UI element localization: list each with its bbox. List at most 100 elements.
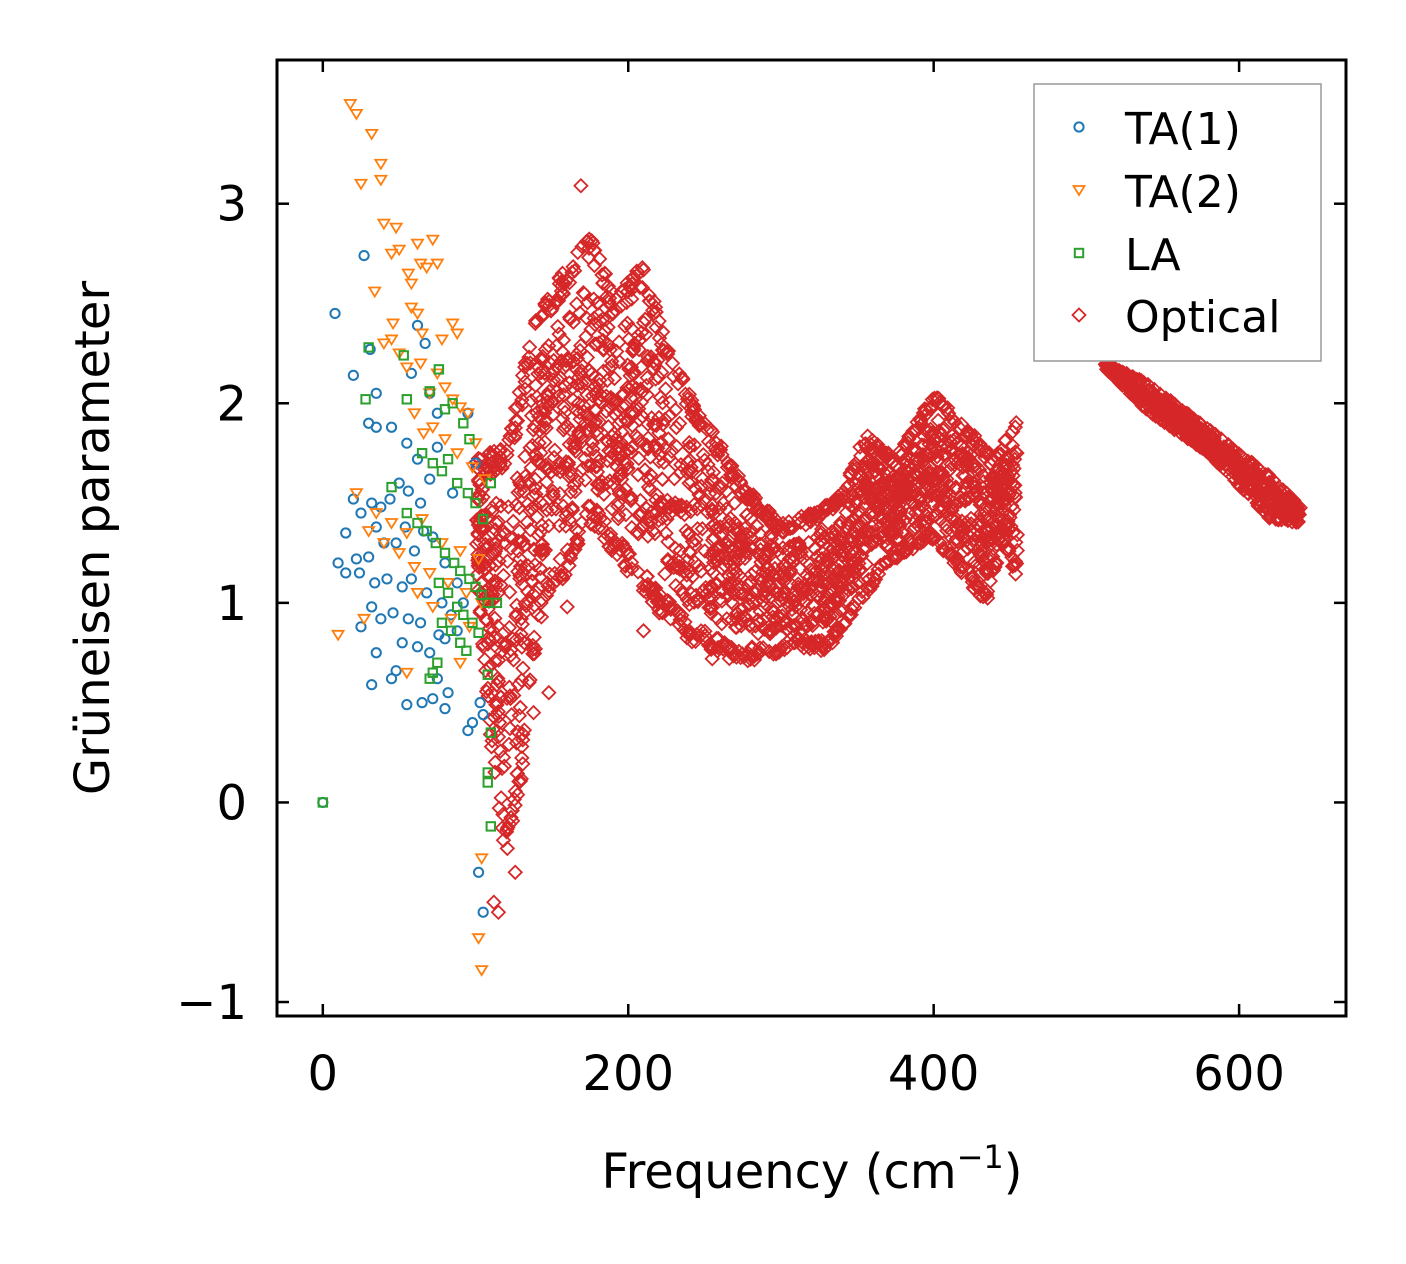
optical-point bbox=[520, 472, 536, 489]
optical-point bbox=[623, 291, 640, 307]
optical-point bbox=[784, 601, 800, 618]
optical-point bbox=[619, 357, 636, 373]
ta2-point bbox=[425, 234, 440, 247]
optical-point bbox=[824, 634, 841, 651]
ta2-point bbox=[445, 318, 460, 331]
optical-point bbox=[693, 478, 710, 495]
optical-point bbox=[518, 598, 535, 614]
ta2-point bbox=[410, 238, 425, 251]
optical-point bbox=[814, 533, 831, 549]
optical-point bbox=[548, 501, 564, 517]
optical-point bbox=[869, 481, 885, 497]
optical-point bbox=[760, 623, 776, 640]
optical-point bbox=[569, 362, 585, 378]
optical-point bbox=[657, 566, 673, 582]
optical-point bbox=[781, 550, 798, 567]
optical-point bbox=[971, 462, 988, 478]
optical-point bbox=[604, 305, 621, 322]
optical-point bbox=[897, 435, 913, 452]
optical-point bbox=[968, 522, 985, 539]
optical-point bbox=[712, 519, 728, 535]
optical-point bbox=[680, 454, 696, 470]
optical-point bbox=[491, 443, 508, 460]
optical-point bbox=[667, 540, 684, 557]
optical-point bbox=[521, 502, 538, 519]
optical-point bbox=[1000, 539, 1017, 556]
optical-point bbox=[579, 294, 596, 311]
optical-point bbox=[805, 597, 822, 613]
optical-point bbox=[559, 417, 575, 434]
optical-point bbox=[690, 557, 707, 574]
optical-point bbox=[582, 413, 599, 429]
optical-point bbox=[585, 508, 602, 525]
tick-labels: 0 200 400 600 −1 0 1 2 3 bbox=[176, 177, 1285, 1102]
optical-point bbox=[744, 523, 760, 540]
optical-point bbox=[1121, 371, 1137, 388]
optical-point bbox=[668, 419, 685, 436]
optical-point bbox=[556, 360, 572, 376]
optical-point bbox=[511, 707, 528, 724]
la-point bbox=[458, 418, 469, 429]
ta2-point bbox=[404, 302, 419, 315]
optical-point bbox=[838, 504, 855, 521]
optical-point bbox=[1261, 510, 1278, 526]
optical-point bbox=[558, 352, 574, 369]
la-point bbox=[401, 507, 413, 519]
optical-point bbox=[557, 378, 573, 394]
optical-point bbox=[517, 448, 533, 465]
la-point bbox=[462, 487, 474, 499]
optical-point bbox=[913, 413, 929, 429]
optical-point bbox=[1241, 465, 1257, 481]
optical-point bbox=[767, 644, 783, 661]
optical-point bbox=[944, 523, 960, 539]
ta2-point bbox=[401, 268, 416, 281]
ta1-point bbox=[414, 497, 427, 509]
optical-point bbox=[503, 420, 520, 437]
optical-point bbox=[967, 475, 983, 492]
optical-point bbox=[472, 604, 488, 621]
optical-point bbox=[713, 615, 730, 632]
optical-point bbox=[527, 641, 544, 657]
optical-point bbox=[935, 472, 952, 488]
optical-point bbox=[506, 429, 523, 446]
optical-point bbox=[545, 363, 562, 380]
optical-point bbox=[712, 480, 728, 497]
optical-point bbox=[671, 617, 688, 633]
optical-point bbox=[497, 635, 514, 652]
axes-frame bbox=[275, 58, 1348, 1018]
optical-point bbox=[825, 562, 841, 578]
optical-point bbox=[509, 787, 526, 803]
optical-point bbox=[583, 232, 600, 249]
optical-point bbox=[513, 610, 530, 627]
optical-point bbox=[908, 466, 925, 483]
optical-point bbox=[996, 486, 1012, 503]
ta1-point bbox=[419, 337, 431, 350]
optical-point bbox=[480, 688, 496, 704]
optical-point bbox=[493, 577, 509, 593]
optical-point bbox=[697, 586, 714, 603]
ta1-point bbox=[364, 343, 376, 355]
legend-label-optical: Optical bbox=[1125, 292, 1280, 343]
ta1-point bbox=[477, 709, 489, 721]
optical-point bbox=[763, 526, 779, 543]
ta1-point bbox=[424, 473, 436, 485]
optical-point bbox=[491, 800, 508, 816]
optical-point bbox=[554, 353, 570, 370]
optical-point bbox=[830, 542, 847, 559]
optical-point bbox=[512, 699, 529, 716]
la-point bbox=[467, 617, 478, 629]
ta2-point bbox=[389, 222, 404, 235]
optical-point bbox=[681, 596, 698, 613]
optical-point bbox=[614, 462, 630, 478]
optical-point bbox=[651, 586, 668, 603]
optical-point bbox=[918, 401, 934, 418]
optical-point bbox=[490, 904, 507, 920]
ta2-point bbox=[376, 338, 392, 351]
optical-point bbox=[535, 483, 551, 499]
optical-point bbox=[495, 832, 512, 849]
optical-point bbox=[514, 639, 530, 655]
optical-point bbox=[582, 498, 599, 515]
legend-marker-ta1 bbox=[1073, 121, 1085, 133]
optical-point bbox=[501, 584, 518, 600]
optical-point bbox=[505, 513, 522, 530]
